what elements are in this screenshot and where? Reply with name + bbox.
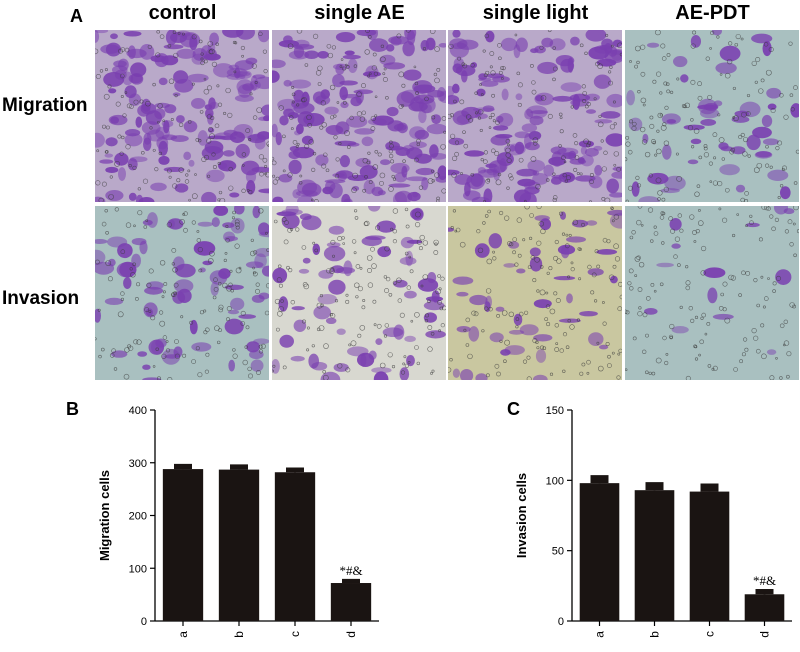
panel-a-letter: A bbox=[70, 6, 83, 26]
migration-category-label-a: a bbox=[176, 631, 190, 638]
migration-error-box-d bbox=[342, 579, 360, 584]
micrograph-invasion-ae-pdt bbox=[625, 206, 799, 380]
invasion-significance-annotation: *#& bbox=[753, 573, 776, 588]
invasion-bar-chart: 0 50 100 150 Invasion cells a b c d *#& bbox=[515, 405, 792, 638]
invasion-error-box-d bbox=[755, 590, 774, 595]
migration-error-box-c bbox=[286, 468, 304, 473]
invasion-y-tick-label: 100 bbox=[546, 475, 564, 487]
migration-error-box-a bbox=[174, 464, 192, 470]
invasion-category-label-c: c bbox=[703, 631, 717, 637]
invasion-error-box-c bbox=[700, 484, 719, 492]
invasion-category-label-b: b bbox=[648, 631, 662, 638]
migration-bar-b bbox=[218, 469, 260, 621]
panel-b-letter: B bbox=[66, 399, 79, 419]
invasion-y-tick-label: 50 bbox=[552, 546, 564, 558]
micrograph-migration-control bbox=[95, 30, 269, 202]
migration-y-tick-label: 300 bbox=[129, 458, 147, 470]
micrograph-migration-ae-pdt bbox=[625, 30, 799, 202]
micrograph-grid bbox=[95, 30, 800, 380]
micrograph-invasion-control bbox=[95, 206, 269, 380]
invasion-y-axis-title: Invasion cells bbox=[515, 473, 529, 558]
micrograph-invasion-single-ae bbox=[272, 206, 446, 380]
column-title-control: control bbox=[148, 2, 217, 24]
migration-error-box-b bbox=[230, 465, 248, 470]
migration-category-label-c: c bbox=[288, 631, 302, 637]
migration-bar-a bbox=[162, 469, 204, 621]
migration-y-tick-label: 100 bbox=[129, 563, 147, 575]
migration-category-label-d: d bbox=[344, 631, 358, 638]
invasion-y-tick-label: 150 bbox=[546, 405, 564, 417]
column-title-single-light: single light bbox=[482, 2, 589, 24]
panel-c-letter: C bbox=[507, 399, 520, 419]
migration-category-label-b: b bbox=[232, 631, 246, 638]
migration-y-tick-label: 200 bbox=[129, 511, 147, 523]
migration-significance-annotation: *#& bbox=[339, 563, 362, 578]
invasion-category-label-d: d bbox=[758, 631, 772, 638]
column-title-ae-pdt: AE-PDT bbox=[675, 2, 750, 24]
column-title-single-ae: single AE bbox=[314, 2, 405, 24]
migration-y-tick-label: 0 bbox=[141, 616, 147, 628]
migration-y-tick-label: 400 bbox=[129, 405, 147, 417]
invasion-bar-a bbox=[579, 483, 620, 621]
migration-y-axis-title: Migration cells bbox=[97, 470, 112, 561]
micrograph-migration-single-ae bbox=[272, 30, 446, 202]
invasion-bar-d bbox=[744, 594, 785, 621]
invasion-error-box-a bbox=[590, 476, 609, 484]
invasion-category-label-a: a bbox=[593, 631, 607, 638]
migration-bar-c bbox=[274, 472, 316, 621]
invasion-y-tick-label: 0 bbox=[558, 616, 564, 628]
invasion-bar-b bbox=[634, 490, 675, 621]
micrograph-invasion-single-light bbox=[448, 206, 622, 380]
invasion-error-box-b bbox=[645, 483, 664, 491]
migration-bar-chart: 0 100 200 300 400 Migration cells a b c d *#& bbox=[97, 405, 379, 638]
row-label-migration: Migration bbox=[2, 95, 88, 116]
micrograph-migration-single-light bbox=[448, 30, 622, 202]
migration-bar-d bbox=[330, 583, 372, 621]
invasion-bar-c bbox=[689, 491, 730, 621]
row-label-invasion: Invasion bbox=[2, 288, 80, 309]
